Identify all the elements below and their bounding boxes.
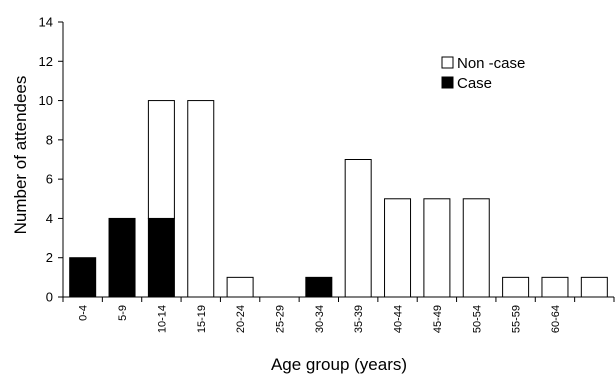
x-tick-label: 30-34 xyxy=(314,305,326,333)
bar-non-case xyxy=(580,276,608,298)
bar-non-case xyxy=(344,159,372,298)
legend-label: Case xyxy=(457,75,492,92)
bar-case xyxy=(108,217,136,298)
legend-label: Non -case xyxy=(457,55,525,72)
x-tick-label: 10-14 xyxy=(156,305,168,333)
bar-non-case xyxy=(187,100,215,298)
y-tick-label: 8 xyxy=(46,132,53,147)
bar-non-case xyxy=(502,276,530,298)
legend: Non -case Case xyxy=(441,55,525,92)
x-tick-label: 35-39 xyxy=(353,305,365,333)
bar-case xyxy=(305,276,333,298)
bar-case xyxy=(147,217,175,298)
x-tick-label: 15-19 xyxy=(196,305,208,333)
x-tick-label: 0-4 xyxy=(78,305,90,321)
x-tick-label: 5-9 xyxy=(117,305,129,321)
y-tick-label: 6 xyxy=(46,172,53,187)
x-tick-label: 60-64 xyxy=(550,305,562,333)
x-tick-label: 20-24 xyxy=(235,305,247,333)
x-tick-label: 45-49 xyxy=(432,305,444,333)
bar-non-case xyxy=(541,276,569,298)
x-axis-title: Age group (years) xyxy=(271,355,407,374)
bar-non-case xyxy=(423,198,451,298)
bar-non-case xyxy=(226,276,254,298)
y-tick-label: 14 xyxy=(39,15,53,30)
x-tick-label: 50-54 xyxy=(471,305,483,333)
bar-non-case xyxy=(462,198,490,298)
x-axis: 0-4 5-9 10-14 15-19 20-24 25-29 30-34 35-39 40-4… xyxy=(62,296,615,333)
y-axis: 0 2 4 6 8 10 12 14 xyxy=(39,15,64,305)
legend-swatch xyxy=(441,76,454,89)
y-tick-label: 12 xyxy=(39,54,53,69)
bar-non-case xyxy=(147,100,175,219)
bars xyxy=(69,100,608,298)
y-tick-label: 0 xyxy=(46,290,53,305)
x-tick-label: 55-59 xyxy=(511,305,523,333)
bar-non-case xyxy=(384,198,412,298)
y-tick-label: 4 xyxy=(46,211,53,226)
x-tick-label: 25-29 xyxy=(274,305,286,333)
y-tick-label: 2 xyxy=(46,250,53,265)
y-axis-title: Number of attendees xyxy=(11,76,30,235)
y-tick-label: 10 xyxy=(39,93,53,108)
bar-case xyxy=(69,257,97,298)
x-tick-label: 40-44 xyxy=(393,305,405,333)
legend-swatch xyxy=(441,56,454,69)
